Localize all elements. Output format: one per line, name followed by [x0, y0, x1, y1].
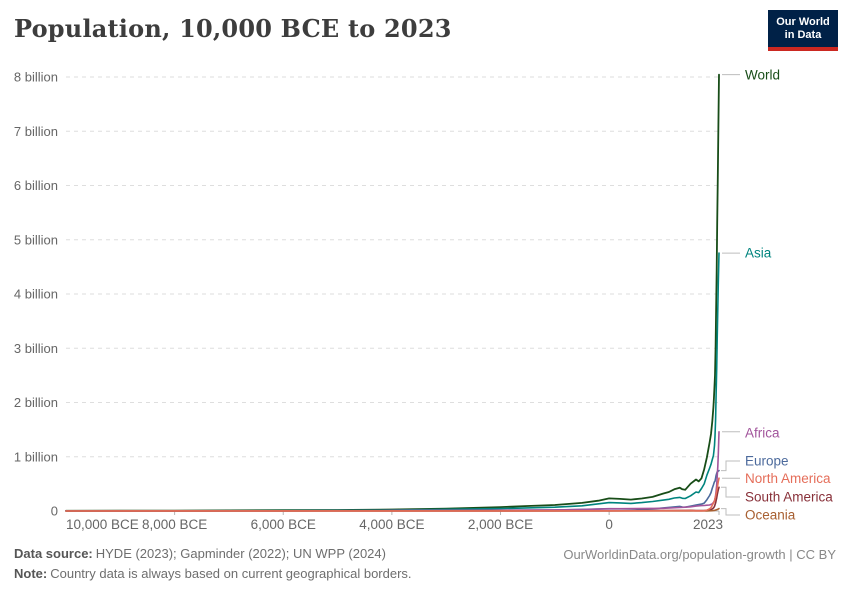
- owid-logo-line1: Our World: [776, 16, 830, 28]
- y-tick-label: 0: [51, 504, 58, 519]
- x-tick-label: 0: [605, 517, 613, 532]
- series-label-oceania[interactable]: Oceania: [745, 508, 796, 523]
- label-connector-oceania: [721, 508, 740, 516]
- y-tick-label: 5 billion: [14, 232, 58, 247]
- x-tick-label: 10,000 BCE: [66, 517, 139, 532]
- note-line: Note: Country data is always based on cur…: [14, 564, 412, 584]
- series-line-europe[interactable]: [65, 469, 720, 512]
- x-tick-label: 6,000 BCE: [251, 517, 316, 532]
- x-tick-label: 2,000 BCE: [468, 517, 533, 532]
- x-tick-label: 2023: [693, 517, 723, 532]
- series-label-world[interactable]: World: [745, 68, 780, 83]
- x-tick-label: 8,000 BCE: [142, 517, 207, 532]
- owid-logo[interactable]: Our World in Data: [768, 10, 838, 51]
- note-label: Note:: [14, 566, 48, 581]
- y-tick-label: 8 billion: [14, 70, 58, 85]
- data-source-text: HYDE (2023); Gapminder (2022); UN WPP (2…: [95, 546, 386, 561]
- credit-link[interactable]: OurWorldinData.org/population-growth | C…: [563, 547, 836, 562]
- series-label-europe[interactable]: Europe: [745, 454, 789, 469]
- series-label-south-america[interactable]: South America: [745, 490, 833, 505]
- owid-logo-line2: in Data: [784, 29, 822, 41]
- series-line-asia[interactable]: [65, 252, 720, 512]
- x-tick-label: 4,000 BCE: [359, 517, 424, 532]
- y-tick-label: 2 billion: [14, 395, 58, 410]
- series-line-world[interactable]: [65, 73, 720, 512]
- data-source-line: Data source: HYDE (2023); Gapminder (2022…: [14, 544, 412, 564]
- y-tick-label: 1 billion: [14, 449, 58, 464]
- series-label-north-america[interactable]: North America: [745, 471, 831, 486]
- label-connector-europe: [721, 460, 740, 472]
- series-line-north-america[interactable]: [65, 477, 720, 512]
- series-label-asia[interactable]: Asia: [745, 246, 772, 261]
- series-label-africa[interactable]: Africa: [745, 426, 780, 441]
- label-connector-south-america: [721, 486, 740, 498]
- y-tick-label: 7 billion: [14, 124, 58, 139]
- chart-title: Population, 10,000 BCE to 2023: [14, 14, 452, 43]
- y-tick-label: 4 billion: [14, 287, 58, 302]
- note-text: Country data is always based on current …: [50, 566, 412, 581]
- data-source-label: Data source:: [14, 546, 93, 561]
- chart-footer: Data source: HYDE (2023); Gapminder (2022…: [14, 544, 412, 584]
- y-tick-label: 3 billion: [14, 341, 58, 356]
- y-tick-label: 6 billion: [14, 178, 58, 193]
